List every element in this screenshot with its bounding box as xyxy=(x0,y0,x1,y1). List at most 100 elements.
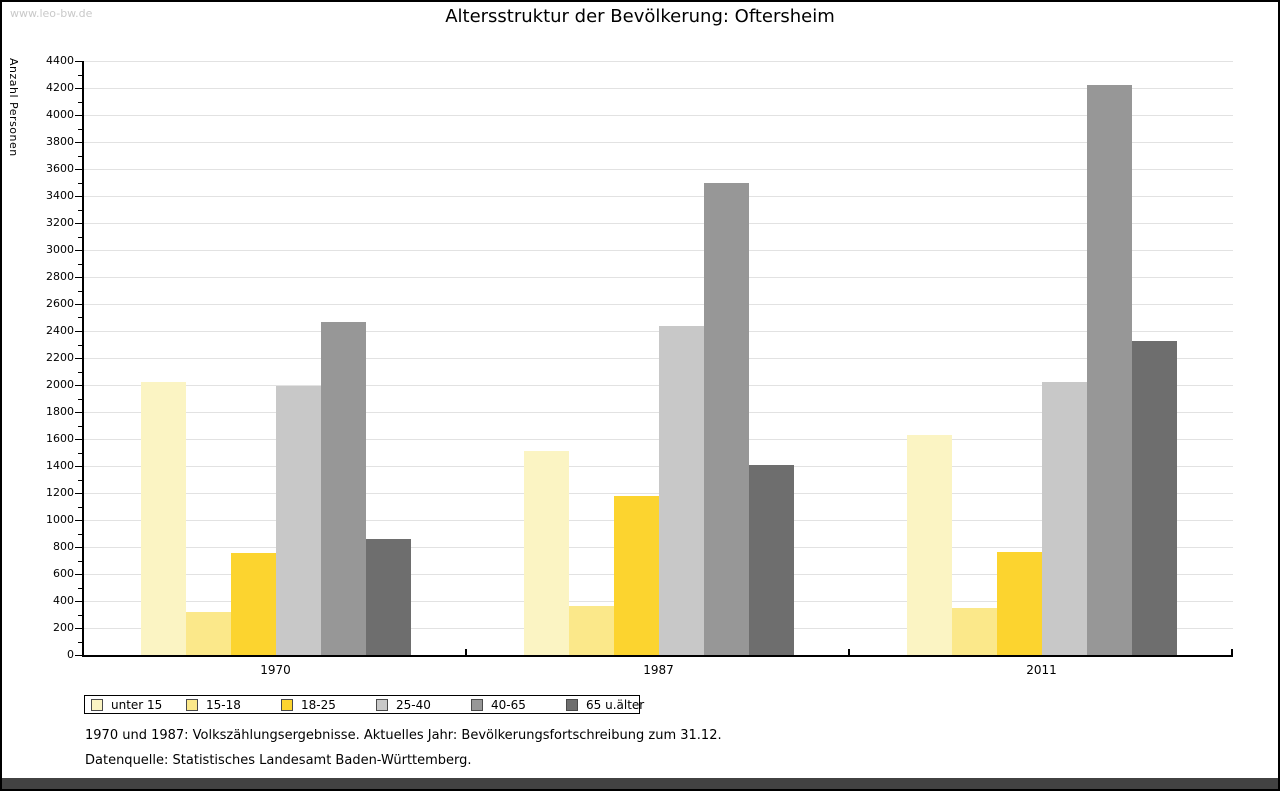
y-tick-label-4000: 4000 xyxy=(46,108,74,121)
y-minor-tick-2900 xyxy=(78,264,82,265)
y-tick-3400 xyxy=(75,196,82,197)
gridline-3800 xyxy=(84,142,1233,143)
x-label-1987: 1987 xyxy=(643,663,674,677)
y-tick-label-600: 600 xyxy=(53,567,74,580)
bar-unter-15-1987 xyxy=(523,450,569,655)
y-tick-label-1800: 1800 xyxy=(46,405,74,418)
legend-item-40-65: 40-65 xyxy=(471,698,566,712)
y-minor-tick-500 xyxy=(78,588,82,589)
gridline-3600 xyxy=(84,169,1233,170)
chart-title: Altersstruktur der Bevölkerung: Oftershe… xyxy=(445,6,835,27)
y-tick-label-2000: 2000 xyxy=(46,378,74,391)
y-minor-tick-2500 xyxy=(78,317,82,318)
gridline-3000 xyxy=(84,250,1233,251)
legend-swatch-icon xyxy=(186,698,198,711)
y-tick-1400 xyxy=(75,466,82,467)
legend-item-15-18: 15-18 xyxy=(186,698,281,712)
y-tick-label-2200: 2200 xyxy=(46,351,74,364)
y-tick-label-3200: 3200 xyxy=(46,216,74,229)
y-axis-title: Anzahl Personen xyxy=(7,58,20,157)
bar-unter-15-2011 xyxy=(906,434,952,655)
bar-18-25-1987 xyxy=(613,495,659,655)
bar-15-18-2011 xyxy=(951,607,997,655)
y-tick-1000 xyxy=(75,520,82,521)
y-tick-2200 xyxy=(75,358,82,359)
y-minor-tick-3100 xyxy=(78,237,82,238)
legend-item-25-40: 25-40 xyxy=(376,698,471,712)
y-tick-4200 xyxy=(75,88,82,89)
legend-label: 40-65 xyxy=(491,697,526,712)
y-tick-2000 xyxy=(75,385,82,386)
y-minor-tick-1500 xyxy=(78,453,82,454)
y-tick-label-0: 0 xyxy=(67,648,74,661)
y-minor-tick-1300 xyxy=(78,480,82,481)
y-tick-label-4200: 4200 xyxy=(46,81,74,94)
x-label-2011: 2011 xyxy=(1026,663,1057,677)
gridline-2800 xyxy=(84,277,1233,278)
y-tick-600 xyxy=(75,574,82,575)
y-tick-label-2600: 2600 xyxy=(46,297,74,310)
gridline-4400 xyxy=(84,61,1233,62)
y-minor-tick-2700 xyxy=(78,291,82,292)
y-minor-tick-4100 xyxy=(78,102,82,103)
gridline-2600 xyxy=(84,304,1233,305)
watermark: www.leo-bw.de xyxy=(10,7,93,20)
legend-item-18-25: 18-25 xyxy=(281,698,376,712)
x-label-1970: 1970 xyxy=(260,663,291,677)
category-boundary-tick-1 xyxy=(465,649,467,655)
bar-18-25-2011 xyxy=(996,552,1042,655)
bar-65-u-lter-1970 xyxy=(365,538,411,655)
y-minor-tick-4300 xyxy=(78,75,82,76)
y-minor-tick-100 xyxy=(78,642,82,643)
bar-40-65-2011 xyxy=(1086,85,1132,655)
footnote-sources: 1970 und 1987: Volkszählungsergebnisse. … xyxy=(85,728,722,743)
y-axis-line xyxy=(82,61,84,657)
footnote-datasource: Datenquelle: Statistisches Landesamt Bad… xyxy=(85,753,472,768)
y-tick-label-4400: 4400 xyxy=(46,54,74,67)
legend-label: 25-40 xyxy=(396,697,431,712)
y-tick-1800 xyxy=(75,412,82,413)
legend-label: 18-25 xyxy=(301,697,336,712)
y-tick-label-1200: 1200 xyxy=(46,486,74,499)
category-group-1987 xyxy=(467,61,850,655)
legend-label: 65 u.älter xyxy=(586,697,645,712)
gridline-3400 xyxy=(84,196,1233,197)
y-tick-label-1400: 1400 xyxy=(46,459,74,472)
y-tick-2600 xyxy=(75,304,82,305)
y-tick-3600 xyxy=(75,169,82,170)
y-minor-tick-1700 xyxy=(78,426,82,427)
bar-15-18-1987 xyxy=(568,605,614,655)
y-tick-label-3000: 3000 xyxy=(46,243,74,256)
y-tick-3800 xyxy=(75,142,82,143)
y-minor-tick-3900 xyxy=(78,129,82,130)
y-tick-4400 xyxy=(75,61,82,62)
y-minor-tick-700 xyxy=(78,561,82,562)
legend-swatch-icon xyxy=(281,698,293,711)
y-minor-tick-3500 xyxy=(78,183,82,184)
y-tick-400 xyxy=(75,601,82,602)
category-group-2011 xyxy=(850,61,1233,655)
y-minor-tick-3700 xyxy=(78,156,82,157)
bar-25-40-1970 xyxy=(275,385,321,655)
legend-label: unter 15 xyxy=(111,697,163,712)
y-tick-0 xyxy=(75,655,82,656)
y-tick-label-1600: 1600 xyxy=(46,432,74,445)
legend-swatch-icon xyxy=(471,698,483,711)
y-tick-label-1000: 1000 xyxy=(46,513,74,526)
legend: unter 15 15-18 18-25 25-40 40-65 65 u.älter xyxy=(84,695,644,714)
category-boundary-tick-2 xyxy=(848,649,850,655)
bar-25-40-1987 xyxy=(658,325,704,655)
y-minor-tick-3300 xyxy=(78,210,82,211)
y-tick-label-200: 200 xyxy=(53,621,74,634)
y-minor-tick-900 xyxy=(78,534,82,535)
y-minor-tick-1900 xyxy=(78,399,82,400)
y-tick-1600 xyxy=(75,439,82,440)
bar-15-18-1970 xyxy=(185,611,231,655)
legend-item-65-u-lter: 65 u.älter xyxy=(566,698,644,712)
plot-area: 0 200 400 600 800 1000 1200 1400 1600 1800 2000 220… xyxy=(46,54,1233,677)
y-minor-tick-1100 xyxy=(78,507,82,508)
x-axis-line xyxy=(82,655,1233,657)
bar-65-u-lter-2011 xyxy=(1131,341,1177,655)
bar-25-40-2011 xyxy=(1041,382,1087,655)
